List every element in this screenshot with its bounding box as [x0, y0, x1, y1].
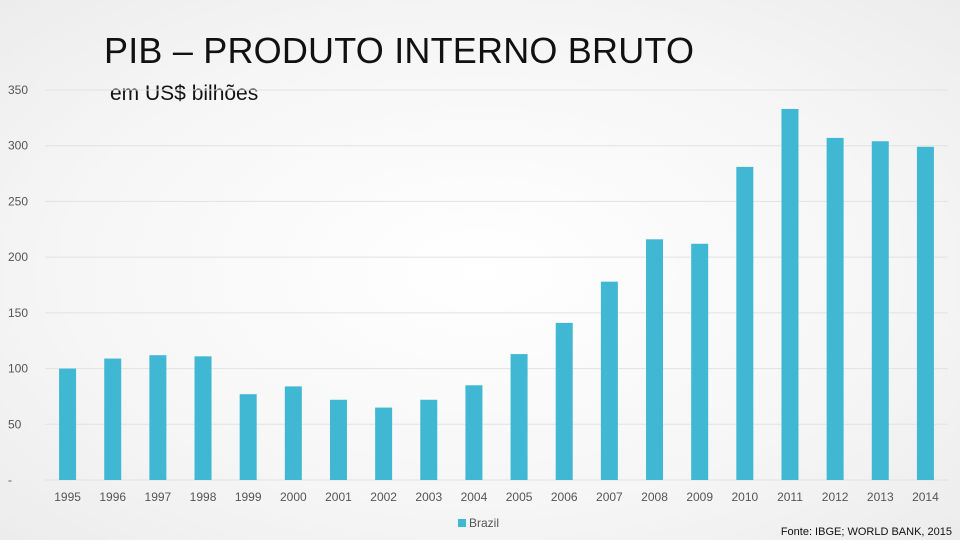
bar-1999	[239, 394, 257, 480]
x-tick-label-1999: 1999	[235, 490, 262, 504]
x-tick-label-2001: 2001	[325, 490, 352, 504]
bar-2006	[555, 322, 573, 480]
bar-2011	[781, 108, 799, 480]
chart-subtitle: em US$ bilhões	[110, 82, 259, 105]
x-tick-label-1997: 1997	[145, 490, 172, 504]
legend-swatch-brazil	[458, 519, 466, 527]
x-tick-label-1995: 1995	[54, 490, 81, 504]
bar-2012	[826, 137, 844, 480]
x-tick-label-2002: 2002	[370, 490, 397, 504]
bar-2013	[871, 141, 889, 480]
x-tick-label-2004: 2004	[461, 490, 488, 504]
x-tick-label-2010: 2010	[731, 490, 758, 504]
bar-2003	[420, 399, 438, 480]
legend-label-brazil: Brazil	[469, 516, 500, 530]
y-tick-label: 300	[8, 139, 28, 153]
x-tick-label-2006: 2006	[551, 490, 578, 504]
bar-2000	[284, 386, 302, 480]
x-tick-label-2003: 2003	[415, 490, 442, 504]
bar-1998	[194, 356, 212, 480]
x-tick-label-2008: 2008	[641, 490, 668, 504]
y-tick-label: 50	[8, 417, 22, 431]
bar-2009	[691, 243, 709, 480]
bar-1995	[59, 368, 77, 480]
y-tick-label: 150	[8, 306, 28, 320]
bar-2007	[600, 281, 618, 480]
bar-2010	[736, 166, 754, 480]
x-tick-label-1996: 1996	[99, 490, 126, 504]
x-tick-label-2014: 2014	[912, 490, 939, 504]
bar-2005	[510, 354, 528, 480]
x-tick-label-2012: 2012	[822, 490, 849, 504]
x-tick-label-2000: 2000	[280, 490, 307, 504]
y-tick-label: 100	[8, 362, 28, 376]
x-tick-label-2009: 2009	[686, 490, 713, 504]
x-tick-label-2005: 2005	[506, 490, 533, 504]
bar-1996	[104, 358, 122, 480]
legend: Brazil	[458, 516, 499, 530]
x-tick-label-2007: 2007	[596, 490, 623, 504]
y-tick-label: 350	[8, 83, 28, 97]
y-tick-label: -	[8, 473, 12, 487]
source-note: Fonte: IBGE; WORLD BANK, 2015	[780, 526, 952, 538]
x-tick-label-2011: 2011	[777, 490, 803, 504]
x-tick-label-1998: 1998	[190, 490, 217, 504]
bar-2014	[916, 146, 934, 481]
x-tick-label-2013: 2013	[867, 490, 894, 504]
chart-title: PIB – PRODUTO INTERNO BRUTO	[104, 30, 695, 71]
bar-1997	[149, 355, 167, 480]
bar-2004	[465, 385, 483, 480]
bar-2008	[646, 239, 664, 480]
y-tick-label: 200	[8, 250, 28, 264]
bar-2001	[329, 399, 347, 480]
y-tick-label: 250	[8, 194, 28, 208]
bar-2002	[375, 407, 393, 480]
